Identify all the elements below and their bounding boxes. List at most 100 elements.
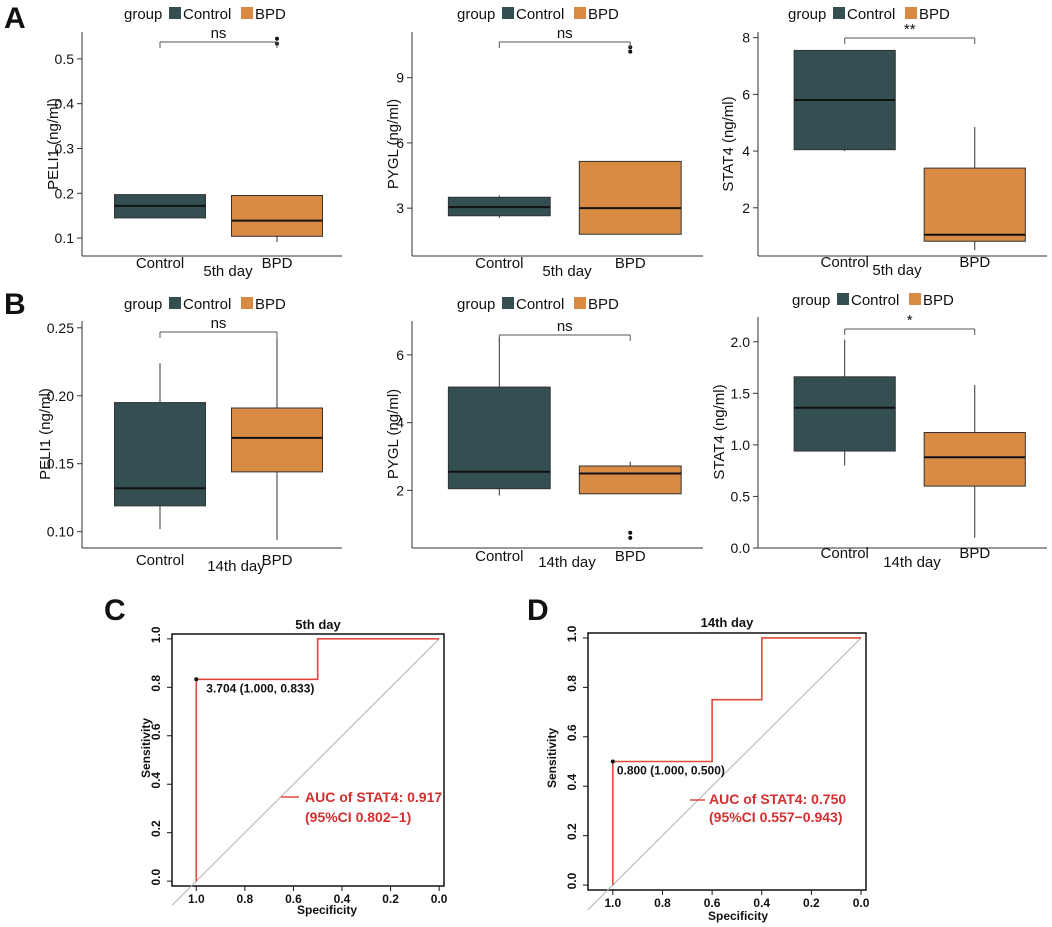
x-category-label: BPD — [262, 552, 293, 569]
threshold-label: 3.704 (1.000, 0.833) — [206, 681, 314, 695]
y-tick-label: 1.0 — [565, 625, 579, 642]
y-axis-title: PYGL (ng/ml) — [385, 99, 402, 189]
roc-title: 14th day — [701, 615, 755, 630]
y-tick-label: 1.5 — [731, 385, 751, 401]
x-tick-label: 0.2 — [803, 896, 820, 910]
legend-label-bpd: BPD — [923, 292, 954, 309]
y-tick-label: 0.2 — [565, 823, 579, 840]
legend: group Control BPD — [788, 6, 950, 23]
box-bpd — [231, 335, 323, 540]
panel-letter-d: D — [527, 594, 549, 627]
legend-swatch-control — [502, 297, 514, 309]
y-tick-label: 4 — [742, 143, 750, 159]
legend-title: group — [788, 6, 826, 23]
box-iqr — [231, 195, 323, 237]
box-bpd — [231, 36, 323, 243]
significance-bracket: ns — [498, 25, 631, 48]
legend-label-bpd: BPD — [588, 6, 619, 23]
y-axis-title: PYGL (ng/ml) — [385, 389, 402, 479]
significance-label: ns — [211, 315, 227, 332]
y-tick-label: 0.5 — [55, 51, 75, 67]
x-tick-label: 0.8 — [237, 892, 254, 906]
y-tick-label: 6 — [396, 135, 404, 151]
legend-label-control: Control — [851, 292, 899, 309]
x-category-label: BPD — [959, 545, 990, 562]
y-tick-label: 0.4 — [565, 774, 579, 791]
box-control — [793, 339, 896, 466]
x-tick-label: 0.4 — [334, 892, 351, 906]
panel-letter-a: A — [4, 2, 26, 35]
box-control — [793, 49, 896, 152]
legend: group Control BPD — [124, 296, 286, 313]
y-tick-label: 6 — [742, 86, 750, 102]
y-tick-label: 0.2 — [149, 820, 163, 837]
y-axis-title: PELI1 (ng/ml) — [37, 388, 54, 480]
x-tick-label: 0.6 — [285, 892, 302, 906]
box-bpd — [578, 461, 682, 540]
y-tick-label: 0.20 — [47, 388, 74, 404]
x-axis-title: 14th day — [538, 554, 596, 571]
legend-swatch-control — [169, 297, 181, 309]
x-tick-label: 0.4 — [753, 896, 770, 910]
x-tick-label: 0.0 — [431, 892, 448, 906]
y-axis-title: STAT4 (ng/ml) — [720, 96, 737, 191]
box-bpd — [578, 45, 682, 235]
x-tick-label: 0.0 — [853, 896, 870, 910]
legend-swatch-bpd — [241, 7, 253, 19]
box-iqr — [578, 160, 682, 235]
y-tick-label: 0.8 — [565, 675, 579, 692]
legend-label-control: Control — [847, 6, 895, 23]
boxplot-chart: group Control BPD 0.1 0.2 0.3 0.4 0.5 PELI1 (ng/… — [45, 6, 342, 280]
y-tick-label: 0.4 — [55, 96, 75, 112]
box-control — [114, 194, 206, 219]
legend: group Control BPD — [792, 292, 954, 309]
legend-title: group — [457, 296, 495, 313]
x-axis-title: Specificity — [297, 903, 357, 917]
box-bpd — [923, 385, 1026, 538]
box-iqr — [578, 465, 682, 495]
legend-label-control: Control — [516, 296, 564, 313]
x-tick-label: 0.8 — [654, 896, 671, 910]
legend-label-bpd: BPD — [919, 6, 950, 23]
x-axis-title: 5th day — [203, 263, 253, 280]
outlier-point — [628, 49, 633, 54]
legend-title: group — [124, 296, 162, 313]
outlier-point — [275, 36, 279, 41]
x-axis-title: 5th day — [542, 263, 592, 280]
y-tick-label: 4 — [396, 415, 404, 431]
legend-swatch-bpd — [574, 7, 586, 19]
threshold-label: 0.800 (1.000, 0.500) — [617, 764, 725, 778]
x-category-label: Control — [475, 548, 523, 565]
x-category-label: BPD — [262, 255, 293, 272]
legend-label-bpd: BPD — [588, 296, 619, 313]
roc-diagonal — [587, 637, 862, 911]
legend-label-control: Control — [516, 6, 564, 23]
significance-bracket: ns — [159, 315, 278, 338]
auc-label: AUC of STAT4: 0.750 — [709, 791, 846, 807]
y-tick-label: 1.0 — [149, 626, 163, 643]
y-tick-label: 0.3 — [55, 140, 75, 156]
y-tick-label: 0.5 — [731, 488, 751, 504]
roc-chart: 14th day 0.0 0.2 0.4 0.6 0.8 1.0 1.0 0.8 0.6 0.4 0.… — [545, 615, 870, 923]
significance-label: ns — [557, 318, 573, 335]
x-axis-title: Specificity — [708, 909, 768, 923]
y-tick-label: 0.0 — [565, 872, 579, 889]
x-category-label: BPD — [615, 255, 646, 272]
auc-ci-label: (95%CI 0.802−1) — [305, 809, 411, 825]
boxplot-chart: group Control BPD 0.10 0.15 0.20 0.25 PELI1 (ng… — [37, 296, 342, 575]
significance-label: ** — [904, 21, 916, 38]
roc-frame — [587, 632, 867, 891]
y-axis-title: STAT4 (ng/ml) — [711, 384, 728, 479]
y-axis-title: Sensitivity — [545, 728, 559, 788]
legend-swatch-control — [502, 7, 514, 19]
legend-label-control: Control — [183, 296, 231, 313]
x-axis-title: 14th day — [883, 554, 941, 571]
box-iqr — [923, 432, 1026, 487]
y-tick-label: 0.15 — [47, 456, 74, 472]
legend: group Control BPD — [457, 296, 619, 313]
y-tick-label: 0.1 — [55, 230, 75, 246]
boxplot-chart: group Control BPD 3 6 9 PYGL (ng/ml) Control BPD… — [385, 6, 703, 280]
x-category-label: Control — [821, 254, 869, 271]
y-tick-label: 0.8 — [149, 675, 163, 692]
y-tick-label: 0.4 — [149, 772, 163, 789]
